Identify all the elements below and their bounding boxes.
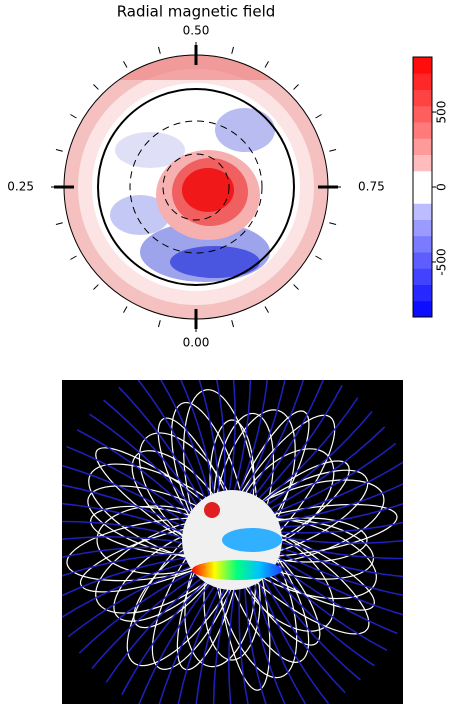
colorbar-tick-label: 500 bbox=[435, 101, 449, 124]
minor-tick bbox=[70, 255, 77, 260]
minor-tick bbox=[329, 148, 337, 152]
star-band bbox=[192, 560, 282, 580]
minor-tick bbox=[123, 306, 128, 313]
minor-tick bbox=[55, 222, 63, 226]
star-spot bbox=[204, 502, 220, 518]
minor-tick bbox=[264, 61, 269, 68]
colorbar-band bbox=[413, 170, 432, 188]
colorbar-band bbox=[413, 252, 432, 269]
field-map bbox=[64, 55, 328, 319]
phase-label: 0.00 bbox=[183, 336, 210, 350]
minor-tick bbox=[157, 46, 161, 54]
minor-tick bbox=[293, 84, 299, 90]
colorbar-band bbox=[413, 122, 432, 139]
minor-tick bbox=[264, 306, 269, 313]
colorbar-band bbox=[413, 284, 432, 302]
field-lines bbox=[62, 380, 403, 704]
colorbar-band bbox=[413, 219, 432, 237]
phase-label: 0.50 bbox=[183, 24, 210, 38]
minor-tick bbox=[157, 320, 161, 328]
minor-tick bbox=[123, 61, 128, 68]
minor-tick bbox=[93, 84, 99, 90]
colorbar-tick-label: 0 bbox=[435, 183, 449, 191]
colorbar-band bbox=[413, 89, 432, 107]
latitude-circle bbox=[129, 120, 263, 254]
colorbar-band bbox=[413, 300, 432, 318]
minor-tick bbox=[231, 320, 235, 328]
minor-tick bbox=[70, 114, 77, 119]
colorbar-tick-label: -500 bbox=[435, 248, 449, 275]
phase-label: 0.25 bbox=[7, 180, 34, 194]
colorbar-band bbox=[413, 73, 432, 90]
minor-tick bbox=[315, 255, 322, 260]
minor-tick bbox=[93, 284, 99, 290]
colorbar-band bbox=[413, 187, 432, 204]
equator-circle bbox=[97, 88, 295, 286]
minor-tick bbox=[293, 284, 299, 290]
chart-title: Radial magnetic field bbox=[117, 3, 276, 21]
colorbar-band bbox=[413, 138, 432, 155]
colorbar-band bbox=[413, 105, 432, 123]
colorbar-band bbox=[413, 203, 432, 220]
colorbar-band bbox=[413, 154, 432, 172]
colorbar-band bbox=[413, 235, 432, 253]
latitude-circle bbox=[162, 153, 230, 221]
minor-tick bbox=[329, 222, 337, 226]
star-band bbox=[222, 528, 282, 552]
phase-label: 0.75 bbox=[358, 180, 385, 194]
minor-tick bbox=[55, 148, 63, 152]
colorbar-band bbox=[413, 268, 432, 285]
colorbar-band bbox=[413, 57, 432, 74]
minor-tick bbox=[231, 46, 235, 54]
minor-tick bbox=[315, 114, 322, 119]
